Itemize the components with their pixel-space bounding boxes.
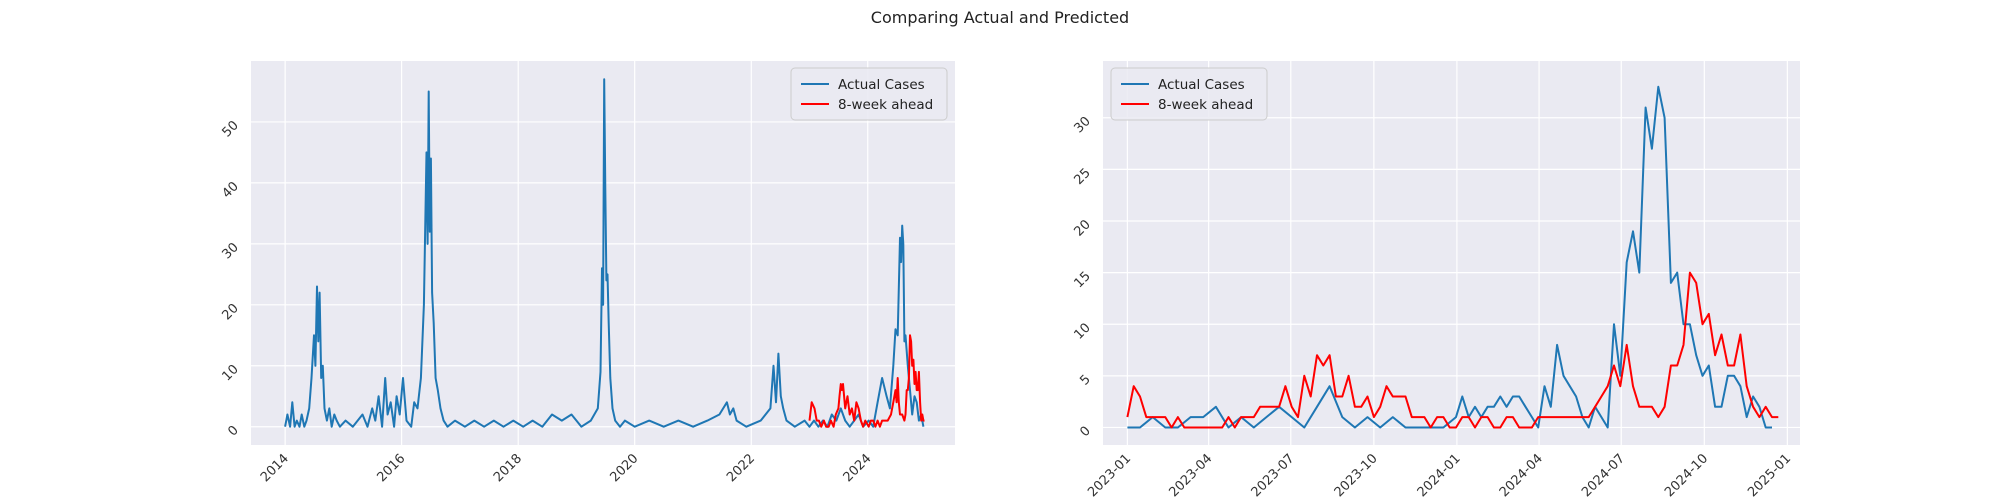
left-8-week-ahead-line [808, 334, 925, 428]
right-y-tick-label: 0 [1077, 424, 1093, 440]
right-x-tick-label: 2024-10 [1662, 451, 1711, 500]
right-y-tick-label: 30 [1072, 114, 1094, 136]
right-x-tick-label: 2023-01 [1085, 451, 1134, 500]
right-legend-box [1110, 67, 1268, 121]
right-x-tick-label: 2023-10 [1332, 451, 1381, 500]
right-y-tick-label: 15 [1072, 269, 1094, 291]
right-x-tick-label: 2024-04 [1497, 451, 1546, 500]
left-legend: Actual Cases 8-week ahead [790, 67, 948, 121]
right-legend-label: 8-week ahead [1158, 97, 1253, 113]
right-x-tick-label: 2024-01 [1415, 451, 1464, 500]
left-legend-box [790, 67, 948, 121]
right-y-tick-label: 10 [1072, 320, 1094, 342]
figure-title: Comparing Actual and Predicted [870, 8, 1130, 27]
right-plot-area [1103, 61, 1800, 445]
right-legend: Actual Cases 8-week ahead [1110, 67, 1268, 121]
right-x-tick-label: 2025-01 [1745, 451, 1794, 500]
right-y-tick-label: 20 [1072, 217, 1094, 239]
right-x-tick-label: 2023-04 [1166, 451, 1215, 500]
right-y-tick-label: 25 [1072, 166, 1094, 188]
right-y-tick-label: 5 [1077, 372, 1093, 388]
right-legend-label: Actual Cases [1158, 77, 1245, 93]
right-x-tick-label: 2024-07 [1579, 451, 1628, 500]
right-actual-cases-line [1127, 85, 1772, 429]
left-legend-label: 8-week ahead [838, 97, 933, 113]
left-actual-cases-line [284, 78, 925, 428]
left-legend-label: Actual Cases [838, 77, 925, 93]
right-x-tick-label: 2023-07 [1249, 451, 1298, 500]
right-8-week-ahead-line [1126, 271, 1779, 429]
